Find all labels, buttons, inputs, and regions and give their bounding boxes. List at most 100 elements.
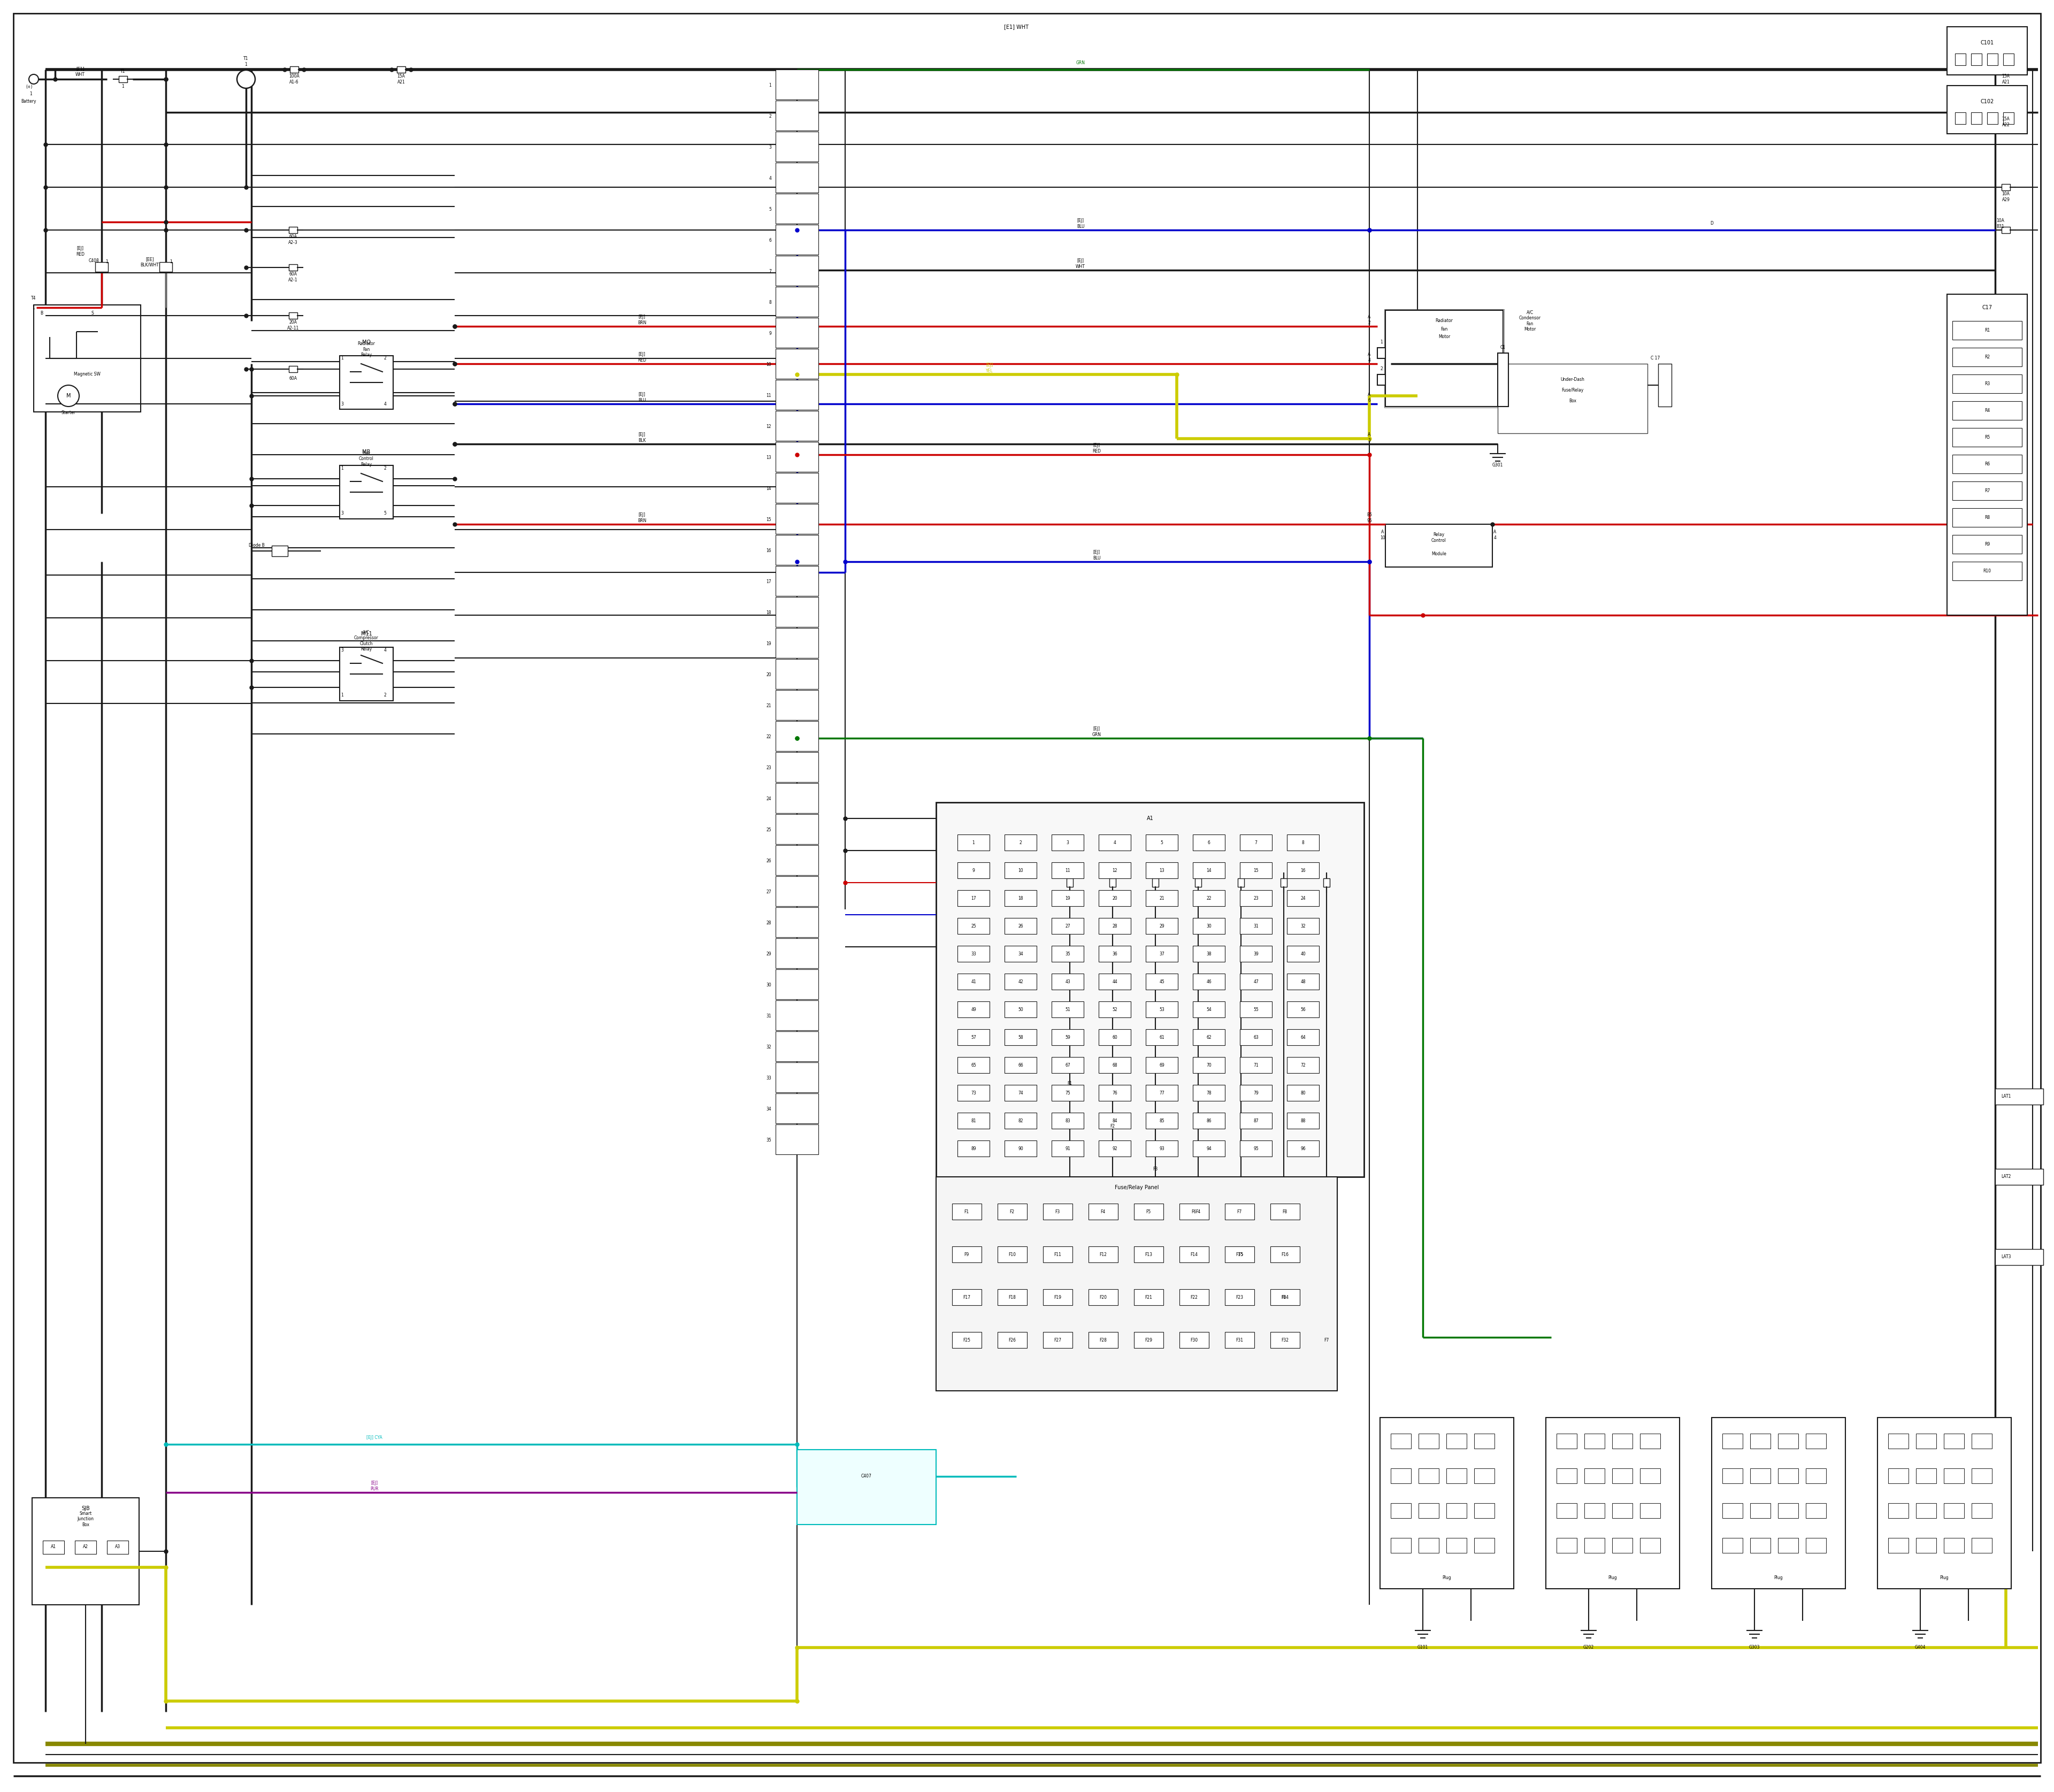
Bar (1288, 1057, 1319, 1073)
Bar (1994, 1168, 2044, 1185)
Text: A/C
Condensor
Fan
Motor: A/C Condensor Fan Motor (1518, 310, 1540, 332)
Text: 19: 19 (1066, 896, 1070, 901)
Text: Plug: Plug (1939, 1575, 1949, 1581)
Text: 59: 59 (1066, 1034, 1070, 1039)
Text: 22: 22 (766, 735, 772, 738)
Bar (1043, 1331, 1072, 1348)
Bar (1384, 525, 1493, 566)
Text: 1: 1 (768, 82, 772, 88)
Bar (1947, 86, 2027, 134)
Text: 5: 5 (1161, 840, 1163, 844)
Bar (1639, 1503, 1660, 1518)
Bar (1955, 113, 1966, 124)
Bar (1193, 946, 1224, 962)
Text: F4: F4 (1101, 1210, 1105, 1213)
Text: 12: 12 (766, 425, 772, 428)
Text: 14: 14 (1206, 867, 1212, 873)
Bar (1557, 1434, 1577, 1448)
Text: 21: 21 (1158, 896, 1165, 901)
Text: 42: 42 (1019, 978, 1023, 984)
Bar (1557, 1538, 1577, 1554)
Bar (1099, 1084, 1132, 1100)
Text: F2: F2 (1109, 1124, 1115, 1129)
Bar (1877, 1417, 2011, 1590)
Bar (1639, 1468, 1660, 1484)
Text: 9: 9 (972, 867, 976, 873)
Bar (776, 100, 817, 131)
Bar (2003, 113, 2013, 124)
Bar (1089, 1331, 1117, 1348)
Text: F12: F12 (1099, 1253, 1107, 1256)
Text: 7: 7 (1255, 840, 1257, 844)
Text: C407: C407 (861, 1475, 871, 1478)
Text: [EJ]
BLU: [EJ] BLU (1093, 550, 1101, 561)
Bar (1146, 1140, 1177, 1156)
Bar (957, 1140, 990, 1156)
Bar (1052, 1140, 1085, 1156)
Text: Radiator
Fan
Relay: Radiator Fan Relay (357, 340, 376, 357)
Text: 100A
A1-6: 100A A1-6 (290, 73, 300, 84)
Text: 16: 16 (766, 548, 772, 554)
Text: 78: 78 (1206, 1091, 1212, 1095)
Text: 66: 66 (1019, 1063, 1023, 1068)
Bar (1004, 1084, 1037, 1100)
Bar (1099, 1113, 1132, 1129)
Bar (776, 1000, 817, 1030)
Text: 54: 54 (1206, 1007, 1212, 1012)
Text: 17: 17 (972, 896, 976, 901)
Bar (1779, 1538, 1799, 1554)
Text: 62: 62 (1206, 1034, 1212, 1039)
Text: 8: 8 (768, 299, 772, 305)
Bar (1612, 1538, 1633, 1554)
Bar (1446, 1434, 1467, 1448)
Text: 1: 1 (1380, 340, 1382, 344)
Bar (1004, 946, 1037, 962)
Bar (1280, 878, 1288, 887)
Bar (1269, 1247, 1300, 1262)
Text: F23: F23 (1237, 1296, 1243, 1299)
Bar (1584, 1468, 1604, 1484)
Text: 85: 85 (1158, 1118, 1165, 1124)
Bar (1943, 1503, 1964, 1518)
Text: 31: 31 (766, 1014, 772, 1018)
Text: D: D (1711, 220, 1713, 226)
Bar (1052, 1113, 1085, 1129)
Bar (1384, 310, 1504, 407)
Bar (1323, 878, 1329, 887)
Text: 2: 2 (1019, 840, 1021, 844)
Text: 75: 75 (1066, 1091, 1070, 1095)
Bar (1612, 1468, 1633, 1484)
Bar (953, 1288, 982, 1305)
Bar (1391, 1538, 1411, 1554)
Bar (1052, 862, 1085, 878)
Bar (1193, 1084, 1224, 1100)
Bar (1288, 918, 1319, 934)
Bar (1134, 1247, 1163, 1262)
Bar (1146, 891, 1177, 907)
Text: 39: 39 (1253, 952, 1259, 957)
Text: 40: 40 (1300, 952, 1306, 957)
Text: A
4: A 4 (1493, 530, 1497, 539)
Text: 30: 30 (766, 982, 772, 987)
Bar (1888, 1503, 1908, 1518)
Text: Motor: Motor (1438, 335, 1450, 339)
Bar (1972, 1468, 1992, 1484)
Bar (1195, 878, 1202, 887)
Text: F27: F27 (1054, 1337, 1062, 1342)
Bar (33, 305, 140, 412)
Text: 34: 34 (1019, 952, 1023, 957)
Text: 21: 21 (766, 702, 772, 708)
Text: 31: 31 (1253, 923, 1259, 928)
Text: 25: 25 (972, 923, 976, 928)
Text: R9: R9 (1984, 541, 1990, 547)
Text: Fuse/Relay: Fuse/Relay (1561, 389, 1584, 392)
Bar (998, 1247, 1027, 1262)
Bar (776, 349, 817, 378)
Bar (1384, 310, 1504, 407)
Text: F30: F30 (1189, 1337, 1197, 1342)
Text: 94: 94 (1206, 1147, 1212, 1150)
Bar (1004, 1057, 1037, 1073)
Text: 53: 53 (1158, 1007, 1165, 1012)
Text: F21: F21 (1144, 1296, 1152, 1299)
Bar (957, 1113, 990, 1129)
